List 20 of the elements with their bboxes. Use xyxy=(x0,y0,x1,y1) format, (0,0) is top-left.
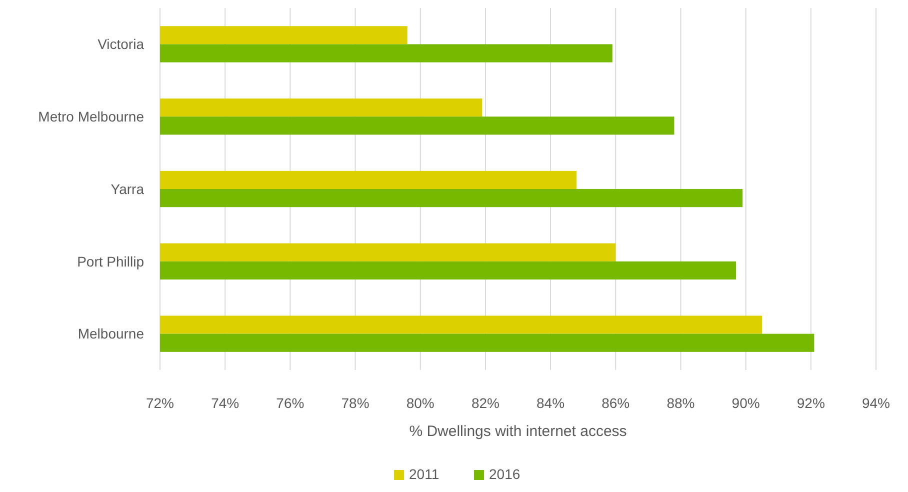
y-tick-label: Yarra xyxy=(110,180,144,197)
x-tick-label: 74% xyxy=(211,395,240,411)
x-tick-label: 82% xyxy=(471,395,500,411)
x-tick-label: 76% xyxy=(276,395,304,411)
x-tick-label: 72% xyxy=(146,395,174,411)
x-tick-label: 90% xyxy=(732,395,760,411)
y-tick-label: Metro Melbourne xyxy=(38,108,144,124)
x-tick-label: 84% xyxy=(536,395,565,411)
x-tick-label: 78% xyxy=(341,395,370,411)
legend-label: 2011 xyxy=(409,466,440,482)
x-tick-label: 80% xyxy=(406,395,434,411)
y-tick-label: Melbourne xyxy=(78,326,144,342)
x-tick-label: 88% xyxy=(666,395,695,411)
x-tick-label: 94% xyxy=(862,395,890,411)
y-tick-label: Port Phillip xyxy=(77,253,144,270)
x-axis-title: % Dwellings with internet access xyxy=(409,423,627,440)
x-tick-label: 92% xyxy=(796,395,825,411)
x-tick-label: 86% xyxy=(602,395,630,411)
legend-label: 2016 xyxy=(489,466,520,482)
y-tick-label: Victoria xyxy=(98,36,144,52)
